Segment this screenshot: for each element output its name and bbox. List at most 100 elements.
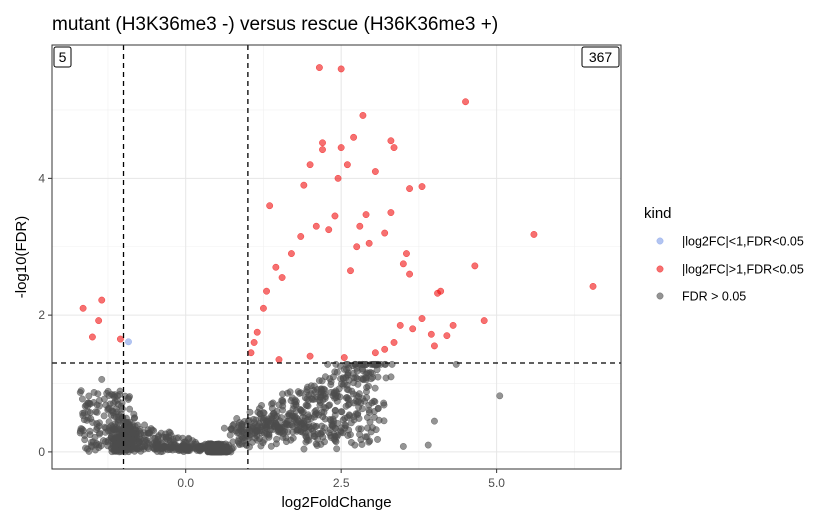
point-not-significant: [289, 422, 297, 430]
point-not-significant: [76, 389, 84, 396]
point-not-significant: [292, 407, 300, 415]
point-not-significant: [268, 404, 276, 412]
point-not-significant: [93, 401, 101, 409]
x-axis-title: log2FoldChange: [281, 494, 391, 511]
point-large-change: [409, 325, 417, 333]
point-not-significant: [224, 448, 232, 456]
point-not-significant: [292, 398, 300, 405]
legend-key-not-significant: [656, 292, 664, 300]
point-not-significant: [366, 437, 374, 445]
point-large-change: [337, 144, 345, 152]
point-large-change: [427, 330, 435, 338]
point-large-change: [418, 183, 426, 191]
point-not-significant: [357, 425, 365, 433]
point-large-change: [371, 168, 379, 175]
point-large-change: [98, 296, 106, 304]
point-not-significant: [220, 424, 228, 432]
point-not-significant: [111, 391, 119, 399]
point-not-significant: [311, 423, 319, 431]
point-not-significant: [319, 428, 327, 436]
point-large-change: [406, 185, 414, 193]
chart-title: mutant (H3K36me3 -) versus rescue (H36K3…: [52, 14, 498, 35]
point-not-significant: [368, 399, 376, 407]
point-large-change: [79, 304, 87, 312]
point-not-significant: [93, 426, 100, 434]
point-not-significant: [81, 436, 89, 444]
point-not-significant: [141, 421, 148, 429]
point-not-significant: [258, 401, 265, 409]
point-not-significant: [363, 394, 371, 401]
point-large-change: [272, 263, 280, 271]
point-large-change: [312, 222, 320, 230]
point-not-significant: [424, 441, 432, 449]
point-not-significant: [179, 443, 187, 451]
point-not-significant: [102, 401, 110, 409]
point-large-change: [381, 229, 389, 237]
point-large-change: [403, 250, 410, 258]
point-not-significant: [312, 407, 320, 414]
count-label-right: 367: [581, 46, 620, 68]
point-not-significant: [108, 437, 116, 445]
point-not-significant: [321, 386, 329, 394]
point-small-change: [125, 338, 132, 346]
point-not-significant: [387, 373, 395, 381]
point-large-change: [334, 174, 342, 182]
point-large-change: [347, 267, 354, 275]
point-not-significant: [310, 430, 318, 438]
point-not-significant: [374, 405, 382, 413]
point-not-significant: [87, 438, 95, 446]
point-not-significant: [76, 429, 84, 437]
point-large-change: [381, 345, 389, 353]
point-not-significant: [358, 440, 366, 448]
legend: kind |log2FC|<1,FDR<0.05 |log2FC|>1,FDR<…: [644, 205, 804, 304]
point-not-significant: [189, 444, 197, 452]
point-not-significant: [369, 374, 377, 381]
point-not-significant: [313, 386, 321, 393]
point-large-change: [365, 239, 373, 247]
point-not-significant: [155, 432, 163, 440]
point-not-significant: [333, 445, 341, 453]
point-large-change: [437, 287, 445, 295]
point-not-significant: [318, 422, 326, 430]
legend-label-small-change: |log2FC|<1,FDR<0.05: [682, 235, 804, 249]
point-not-significant: [141, 442, 149, 450]
point-not-significant: [319, 413, 327, 421]
point-not-significant: [311, 395, 319, 403]
point-large-change: [396, 321, 404, 329]
y-tick-label: 0: [38, 445, 45, 459]
point-large-change: [371, 349, 379, 357]
point-not-significant: [279, 390, 286, 398]
point-not-significant: [350, 413, 358, 421]
point-not-significant: [347, 439, 355, 446]
point-not-significant: [327, 378, 335, 386]
point-not-significant: [303, 436, 311, 444]
point-not-significant: [300, 445, 308, 453]
point-not-significant: [345, 386, 352, 394]
point-large-change: [343, 161, 351, 169]
point-not-significant: [109, 409, 117, 417]
point-not-significant: [268, 412, 276, 420]
count-box-right: [581, 46, 620, 68]
point-not-significant: [241, 437, 248, 445]
point-not-significant: [86, 427, 94, 435]
point-not-significant: [98, 375, 106, 383]
point-large-change: [530, 230, 538, 238]
point-not-significant: [90, 388, 98, 396]
point-not-significant: [135, 438, 143, 446]
y-axis-title: -log10(FDR): [13, 216, 30, 299]
point-not-significant: [321, 373, 329, 381]
point-not-significant: [339, 429, 347, 437]
point-large-change: [387, 137, 395, 145]
point-large-change: [259, 304, 267, 312]
point-large-change: [430, 342, 438, 350]
point-large-change: [418, 315, 426, 322]
point-not-significant: [388, 360, 396, 368]
point-large-change: [250, 339, 258, 346]
point-not-significant: [371, 384, 379, 392]
point-not-significant: [289, 434, 297, 442]
point-not-significant: [93, 408, 101, 416]
point-not-significant: [343, 394, 351, 401]
plot-border: [51, 44, 622, 470]
point-large-change: [362, 211, 370, 219]
